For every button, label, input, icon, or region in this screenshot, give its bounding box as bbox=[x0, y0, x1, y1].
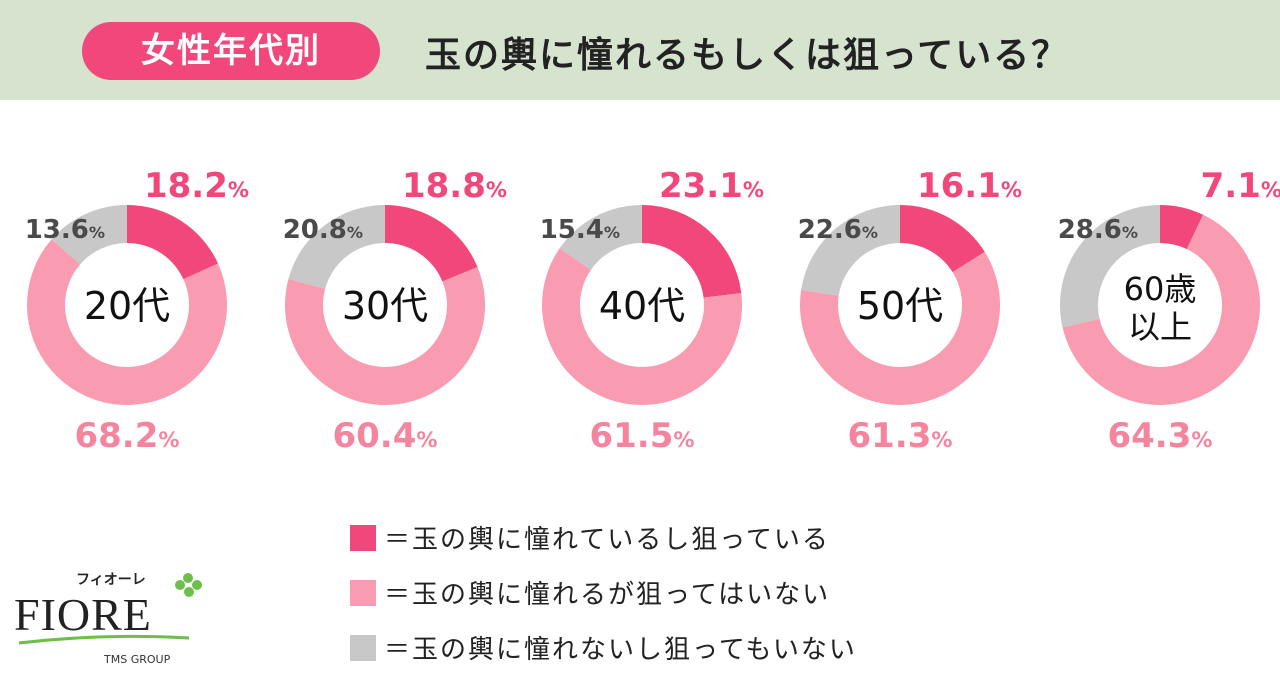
donut-slice bbox=[900, 205, 985, 273]
donut-slice bbox=[801, 205, 900, 296]
value-label: 60.4% bbox=[332, 416, 437, 456]
value-label: 23.1% bbox=[659, 166, 764, 206]
legend-item-neither: ＝玉の輿に憧れないし狙ってもいない bbox=[350, 620, 857, 675]
donut-center-label: 30代 bbox=[342, 284, 428, 328]
value-label: 7.1% bbox=[1201, 166, 1280, 206]
donut-slice bbox=[800, 251, 1000, 405]
value-label: 18.8% bbox=[402, 166, 507, 206]
donut-charts: 20代18.2%68.2%13.6%30代18.8%60.4%20.8%40代2… bbox=[25, 166, 1280, 456]
donut-slice bbox=[1060, 205, 1160, 328]
value-label: 68.2% bbox=[74, 416, 179, 456]
legend-label: ＝玉の輿に憧れているし狙っている bbox=[384, 525, 830, 555]
legend-item-admire-and-aim: ＝玉の輿に憧れているし狙っている bbox=[350, 510, 857, 565]
legend: ＝玉の輿に憧れているし狙っている ＝玉の輿に憧れるが狙ってはいない ＝玉の輿に憧… bbox=[350, 510, 857, 675]
donut-slice bbox=[542, 248, 742, 405]
donut-center-label: 60歳 bbox=[1124, 270, 1197, 308]
value-label: 16.1% bbox=[917, 166, 1022, 206]
legend-swatch bbox=[350, 579, 376, 606]
donut-slice bbox=[559, 205, 642, 270]
category-badge: 女性年代別 bbox=[82, 22, 380, 80]
legend-swatch bbox=[350, 634, 376, 661]
donut-center-label: 40代 bbox=[599, 284, 685, 328]
donut-slice bbox=[288, 205, 385, 289]
legend-label: ＝玉の輿に憧れないし狙ってもいない bbox=[384, 635, 857, 665]
donut-slice bbox=[1160, 205, 1204, 250]
legend-swatch bbox=[350, 524, 376, 551]
donut-slice bbox=[1062, 214, 1260, 405]
legend-label: ＝玉の輿に憧れるが狙ってはいない bbox=[384, 580, 831, 610]
donut-slice bbox=[284, 267, 485, 405]
donut-slice bbox=[26, 239, 227, 405]
clover-icon bbox=[175, 573, 202, 597]
svg-text:FIORE: FIORE bbox=[14, 589, 152, 640]
value-label: 61.3% bbox=[847, 416, 952, 456]
svg-text:フィオーレ: フィオーレ bbox=[76, 572, 146, 588]
donut-center-label: 50代 bbox=[857, 284, 943, 328]
fiore-logo: フィオーレ FIORE TMS GROUP bbox=[14, 572, 202, 666]
svg-text:TMS GROUP: TMS GROUP bbox=[103, 653, 171, 666]
donut-slice bbox=[51, 205, 128, 265]
donut-slice bbox=[127, 205, 219, 280]
donut-slice bbox=[642, 205, 742, 298]
legend-item-admire-only: ＝玉の輿に憧れるが狙ってはいない bbox=[350, 565, 857, 620]
page-title: 玉の輿に憧れるもしくは狙っている？ bbox=[425, 35, 1070, 76]
value-label: 61.5% bbox=[589, 416, 694, 456]
donut-slice bbox=[385, 205, 478, 282]
value-label: 64.3% bbox=[1107, 416, 1212, 456]
donut-center-label: 以上 bbox=[1128, 308, 1192, 346]
value-label: 18.2% bbox=[144, 166, 249, 206]
header-band: 女性年代別 玉の輿に憧れるもしくは狙っている？ bbox=[0, 0, 1280, 100]
donut-center-label: 20代 bbox=[84, 284, 170, 328]
